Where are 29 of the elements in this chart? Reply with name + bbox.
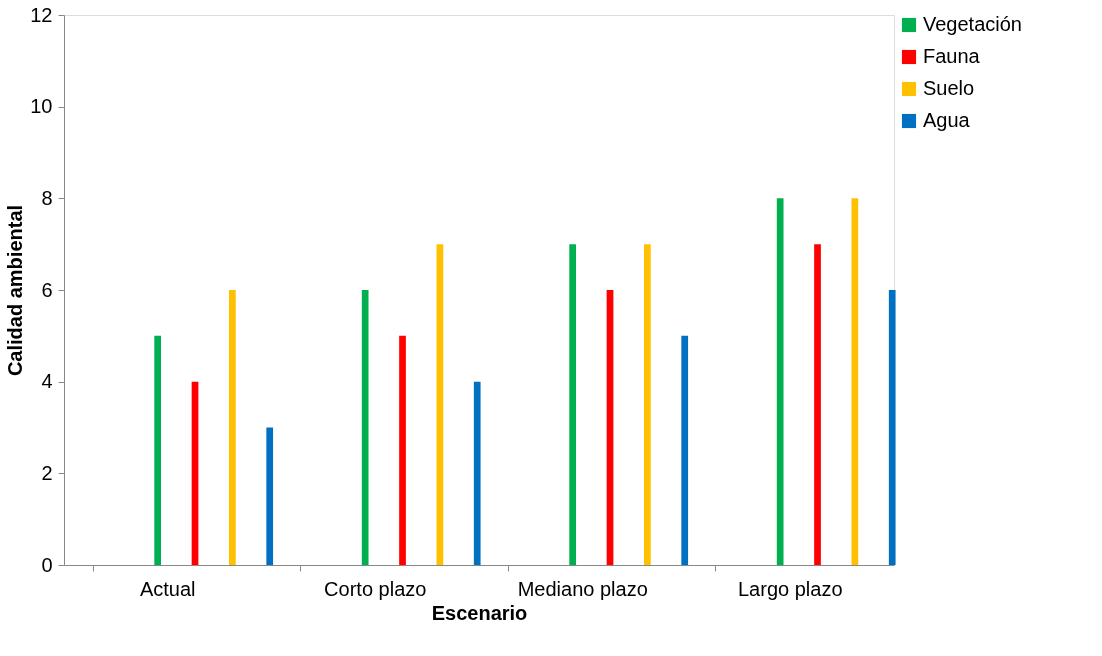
bar	[399, 335, 406, 565]
bar	[644, 244, 651, 565]
bar	[473, 381, 481, 565]
y-axis-title: Calidad ambiental	[4, 204, 27, 377]
bar	[681, 335, 689, 565]
bar	[814, 244, 821, 565]
legend-label: Suelo	[923, 77, 975, 99]
x-tick-label: Mediano plazo	[517, 577, 648, 600]
bar	[229, 290, 236, 565]
bar	[569, 244, 577, 565]
bar	[266, 427, 274, 565]
y-tick-label: 8	[41, 186, 53, 209]
bar	[361, 290, 369, 565]
x-tick-label: Largo plazo	[737, 577, 843, 600]
y-tick-label: 6	[41, 278, 53, 301]
bar	[776, 198, 784, 565]
y-tick-label: 4	[41, 370, 53, 393]
legend-label: Agua	[923, 109, 971, 131]
bar	[154, 335, 162, 565]
bar	[888, 290, 896, 565]
legend-label: Fauna	[923, 45, 981, 67]
y-tick-label: 0	[41, 553, 53, 576]
y-tick-label: 2	[41, 461, 53, 484]
x-axis-title: Escenario	[431, 601, 528, 624]
legend-label: Vegetación	[923, 13, 1022, 35]
x-tick-label: Actual	[139, 577, 196, 600]
y-tick-label: 10	[30, 95, 53, 118]
y-tick-label: 12	[30, 3, 53, 26]
x-tick-label: Corto plazo	[324, 577, 427, 600]
